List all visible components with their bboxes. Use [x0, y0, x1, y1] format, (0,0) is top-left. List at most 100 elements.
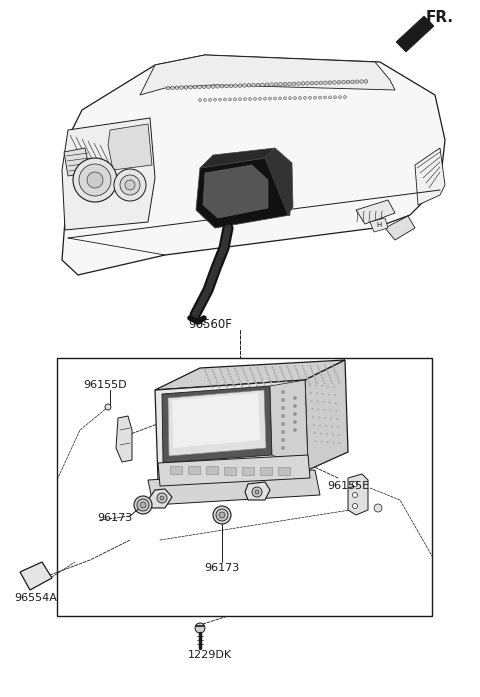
Circle shape	[272, 367, 274, 368]
Circle shape	[300, 381, 302, 383]
Circle shape	[317, 401, 319, 402]
Circle shape	[245, 378, 248, 379]
Circle shape	[251, 372, 253, 374]
Circle shape	[214, 98, 216, 101]
Circle shape	[337, 80, 341, 84]
Bar	[260, 467, 272, 475]
Circle shape	[337, 379, 339, 381]
Circle shape	[228, 371, 229, 373]
Circle shape	[276, 378, 278, 381]
Circle shape	[239, 98, 241, 100]
Circle shape	[256, 83, 260, 87]
Circle shape	[309, 384, 311, 386]
Circle shape	[331, 382, 333, 384]
Circle shape	[268, 97, 272, 100]
Circle shape	[224, 98, 227, 101]
Circle shape	[324, 365, 326, 366]
Circle shape	[288, 82, 291, 86]
Circle shape	[330, 418, 332, 420]
Circle shape	[171, 86, 174, 90]
Circle shape	[320, 372, 322, 374]
Circle shape	[335, 372, 336, 374]
Circle shape	[319, 424, 321, 427]
Polygon shape	[155, 360, 345, 390]
Circle shape	[234, 368, 236, 370]
Circle shape	[207, 85, 210, 89]
Circle shape	[290, 376, 292, 378]
Circle shape	[281, 422, 285, 425]
Circle shape	[236, 373, 238, 375]
Circle shape	[344, 95, 347, 98]
Circle shape	[324, 417, 326, 419]
Circle shape	[208, 98, 212, 101]
Circle shape	[220, 371, 222, 373]
Circle shape	[114, 169, 146, 201]
Circle shape	[270, 381, 272, 383]
Circle shape	[157, 493, 167, 503]
Polygon shape	[203, 165, 268, 218]
Circle shape	[324, 81, 327, 84]
Polygon shape	[370, 218, 388, 232]
Circle shape	[314, 377, 316, 379]
Circle shape	[319, 81, 323, 85]
Circle shape	[323, 379, 324, 381]
Circle shape	[276, 376, 277, 378]
Circle shape	[220, 84, 224, 88]
Circle shape	[333, 386, 335, 388]
Circle shape	[231, 381, 233, 383]
Circle shape	[303, 96, 307, 100]
Circle shape	[256, 385, 258, 387]
Polygon shape	[168, 390, 266, 456]
Circle shape	[241, 367, 243, 369]
Circle shape	[296, 370, 298, 372]
Circle shape	[333, 367, 335, 369]
Circle shape	[301, 82, 305, 85]
Circle shape	[255, 382, 257, 384]
Circle shape	[255, 490, 259, 494]
Circle shape	[298, 376, 300, 377]
Circle shape	[193, 85, 197, 89]
Circle shape	[283, 82, 287, 86]
Circle shape	[134, 496, 152, 514]
Circle shape	[321, 374, 323, 376]
Circle shape	[252, 84, 255, 87]
Circle shape	[309, 365, 311, 367]
Circle shape	[281, 447, 285, 450]
Polygon shape	[348, 474, 368, 515]
Circle shape	[227, 368, 228, 370]
Circle shape	[252, 375, 254, 376]
Circle shape	[287, 366, 288, 368]
Circle shape	[221, 374, 223, 376]
Circle shape	[342, 80, 345, 84]
Circle shape	[309, 383, 311, 385]
Circle shape	[180, 86, 183, 89]
Circle shape	[206, 374, 208, 376]
Circle shape	[267, 374, 269, 376]
Circle shape	[324, 409, 325, 411]
Circle shape	[261, 83, 264, 86]
Circle shape	[249, 367, 251, 369]
Circle shape	[225, 383, 227, 385]
Circle shape	[281, 431, 285, 434]
Circle shape	[210, 384, 212, 386]
Circle shape	[120, 175, 140, 195]
Circle shape	[301, 365, 303, 367]
Circle shape	[230, 378, 232, 380]
Polygon shape	[305, 360, 348, 470]
Circle shape	[217, 384, 219, 385]
Circle shape	[352, 493, 358, 498]
Circle shape	[364, 79, 368, 83]
Polygon shape	[64, 148, 90, 176]
Circle shape	[313, 424, 315, 426]
Circle shape	[125, 180, 135, 190]
Circle shape	[263, 382, 264, 384]
Circle shape	[326, 369, 328, 372]
Circle shape	[225, 84, 228, 88]
Circle shape	[352, 503, 358, 509]
Circle shape	[317, 408, 319, 411]
Circle shape	[204, 98, 206, 101]
Text: 96173: 96173	[204, 563, 240, 573]
Circle shape	[338, 442, 341, 444]
Circle shape	[166, 86, 170, 90]
Bar	[170, 466, 182, 474]
